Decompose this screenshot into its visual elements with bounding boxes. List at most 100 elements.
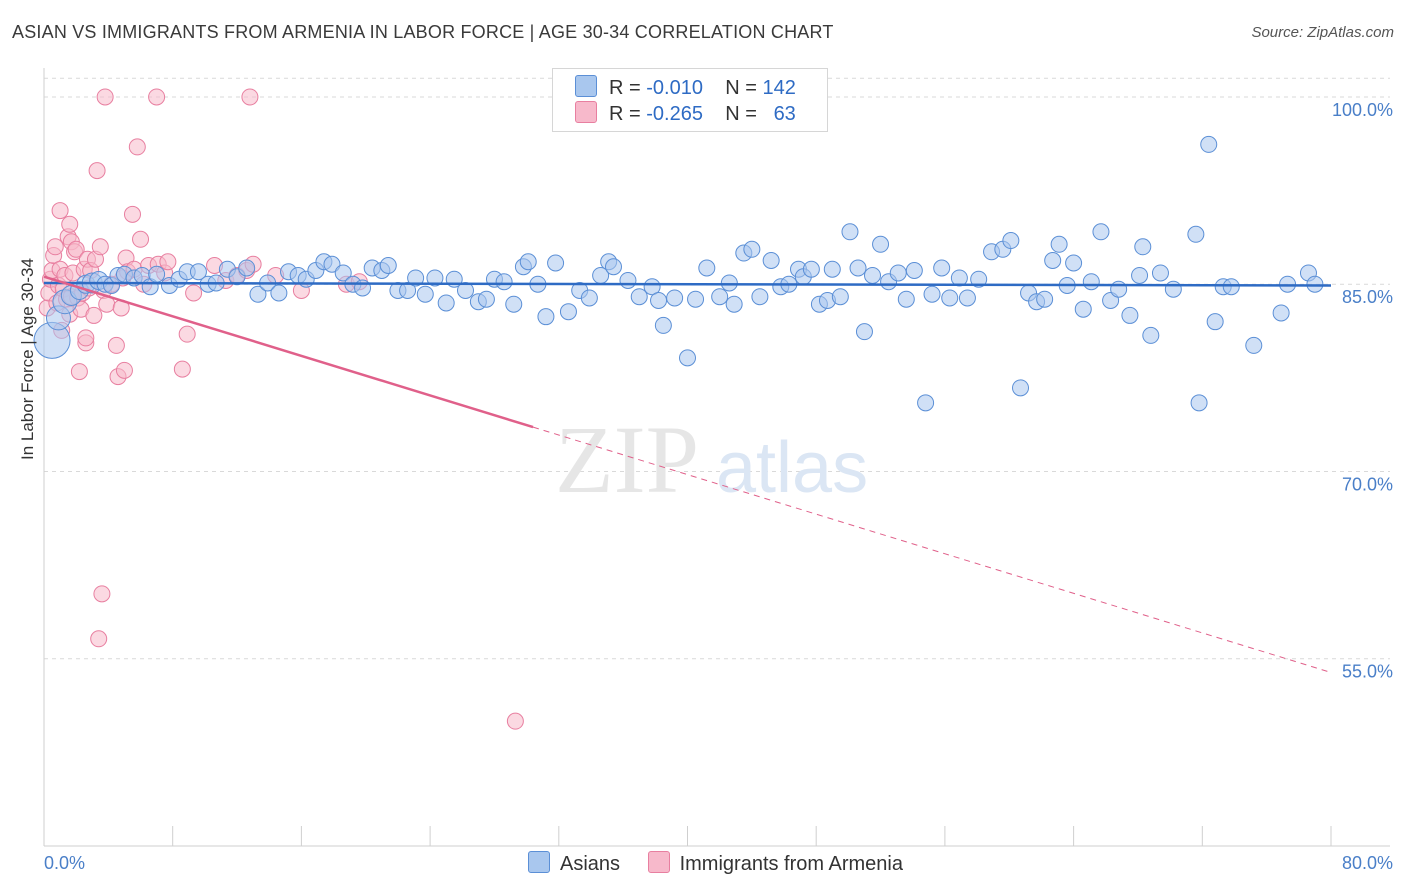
series-asian-points <box>33 135 1324 412</box>
asian-point <box>270 284 288 302</box>
series-armenia-points <box>38 88 524 730</box>
legend-r-value: -0.265 <box>646 103 703 125</box>
asian-point <box>897 290 915 308</box>
axes <box>43 68 1390 847</box>
asian-point <box>1074 300 1092 318</box>
asian-point <box>711 288 729 306</box>
legend-n-value: 63 <box>773 103 796 125</box>
asian-point <box>823 260 841 278</box>
asian-point <box>604 258 622 276</box>
legend-n-value: 142 <box>762 77 796 99</box>
asian-point <box>679 349 696 367</box>
armenia-swatch-icon <box>647 851 670 873</box>
asian-point <box>1245 336 1263 354</box>
legend-label-armenia: Immigrants from Armenia <box>679 853 903 875</box>
armenia-point <box>107 336 125 354</box>
asian-point <box>437 294 455 312</box>
asian-point <box>743 240 761 258</box>
armenia-point <box>51 202 69 220</box>
y-tick-label: 70.0% <box>1342 474 1393 494</box>
asian-point <box>654 316 672 334</box>
asian-point <box>831 288 849 306</box>
asian-point <box>933 259 951 277</box>
asian-point <box>477 290 495 308</box>
asian-point <box>1050 235 1068 253</box>
armenia-point <box>123 205 141 223</box>
asian-point <box>547 254 565 272</box>
asian-point <box>1200 135 1218 153</box>
armenia-point <box>128 138 146 156</box>
chart-source: Source: ZipAtlas.com <box>1251 24 1394 41</box>
asian-point <box>923 285 941 303</box>
asian-point <box>1002 232 1020 250</box>
armenia-trend-line <box>43 275 534 429</box>
series-legend: Asians Immigrants from Armenia <box>528 851 925 876</box>
armenia-point <box>90 630 108 648</box>
trend-lines <box>43 275 1332 673</box>
asian-point <box>1134 238 1152 256</box>
asian-point <box>643 278 661 296</box>
legend-item-asians[interactable]: Asians <box>528 851 620 876</box>
armenia-point <box>91 238 109 256</box>
asian-point <box>687 290 705 308</box>
asian-point <box>1044 252 1062 270</box>
y-tick-label: 55.0% <box>1342 662 1393 682</box>
y-tick-label: 85.0% <box>1342 287 1393 307</box>
asian-point <box>519 253 537 271</box>
asian-point <box>379 257 397 274</box>
asian-point <box>238 259 256 277</box>
asian-point <box>189 263 207 281</box>
asian-point <box>855 323 873 341</box>
asian-point <box>762 252 780 270</box>
armenia-point <box>93 585 111 603</box>
asian-point <box>849 259 867 277</box>
asian-point <box>889 264 907 282</box>
armenia-point <box>46 238 64 256</box>
asian-point <box>917 394 935 412</box>
legend-r-label: R = <box>609 103 641 125</box>
asian-point <box>1131 266 1149 284</box>
legend-n-label: N = <box>725 103 757 125</box>
x-tick-label-max: 80.0% <box>1342 853 1393 873</box>
legend-row-armenia: R = -0.265 N = 63 <box>575 101 796 127</box>
asian-point <box>1164 280 1182 298</box>
asian-point <box>148 265 166 283</box>
grid-lines <box>44 77 1390 660</box>
asian-point <box>872 235 890 253</box>
asian-point <box>720 274 738 292</box>
watermark-zip: ZIP <box>555 406 699 513</box>
y-tick-label: 100.0% <box>1332 100 1393 120</box>
asian-point <box>802 260 820 278</box>
asian-point <box>905 261 923 279</box>
asian-point <box>1190 394 1208 412</box>
asian-point <box>751 288 769 306</box>
armenia-point <box>61 215 79 233</box>
legend-label-asians: Asians <box>560 853 621 875</box>
asian-point <box>1222 278 1240 296</box>
asian-point <box>1110 280 1128 298</box>
asian-point <box>1082 273 1100 291</box>
legend-item-armenia[interactable]: Immigrants from Armenia <box>647 851 903 876</box>
y-tick-labels: 100.0% 85.0% 70.0% 55.0% <box>1332 100 1393 682</box>
legend-row-asians: R = -0.010 N = 142 <box>575 75 796 101</box>
asian-point <box>426 269 444 287</box>
asian-trend-line <box>43 281 1332 287</box>
asian-point <box>1121 306 1139 324</box>
armenia-point <box>185 284 203 302</box>
armenia-point <box>159 253 177 271</box>
asian-point <box>1272 304 1290 322</box>
asian-point <box>1092 223 1110 241</box>
asian-point <box>1065 254 1083 272</box>
legend-r-value: -0.010 <box>646 77 703 99</box>
x-tick-labels: 0.0% 80.0% <box>44 853 1393 873</box>
asian-point <box>416 285 434 303</box>
watermark-atlas: atlas <box>716 428 868 508</box>
armenia-point <box>85 306 103 324</box>
legend-n-label: N = <box>725 77 757 99</box>
asian-point <box>495 273 513 291</box>
chart-title: ASIAN VS IMMIGRANTS FROM ARMENIA IN LABO… <box>12 22 834 42</box>
asian-point <box>580 289 598 307</box>
armenia-point <box>148 88 166 106</box>
y-axis-label: In Labor Force | Age 30-34 <box>18 258 37 460</box>
